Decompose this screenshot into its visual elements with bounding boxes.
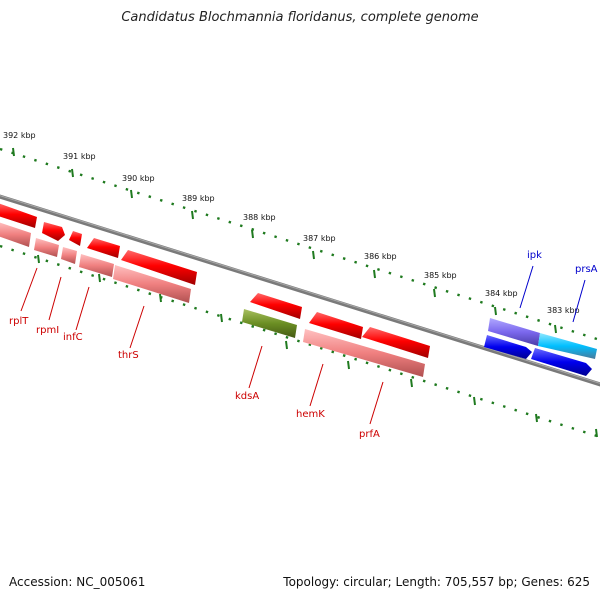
inner-major-tick-d bbox=[220, 313, 223, 323]
inner-major-tick-h bbox=[473, 396, 476, 406]
kbp-label-392: 392 kbp bbox=[3, 131, 36, 140]
gene-box-rplT-lower[interactable] bbox=[0, 222, 31, 247]
kbp-label-386: 386 kbp bbox=[364, 252, 397, 261]
major-tick-390 bbox=[130, 189, 133, 199]
gene-box-ipk[interactable] bbox=[488, 318, 540, 346]
leader-prsA bbox=[572, 279, 586, 323]
inner-major-tick-c bbox=[159, 293, 162, 303]
gene-arrow-prsA-lower[interactable] bbox=[531, 348, 592, 376]
kbp-label-391: 391 kbp bbox=[63, 152, 96, 161]
inner-major-tick-g bbox=[410, 378, 413, 388]
map-title: Candidatus Blochmannia floridanus, compl… bbox=[121, 10, 479, 25]
leader-kdsA bbox=[248, 345, 263, 389]
gene-arrow-hemK-upper[interactable] bbox=[309, 312, 363, 339]
kbp-label-390: 390 kbp bbox=[122, 174, 155, 183]
genome-summary-text: Topology: circular; Length: 705,557 bp; … bbox=[283, 575, 590, 589]
gene-label-prfA[interactable]: prfA bbox=[359, 429, 380, 440]
inner-major-tick-a bbox=[37, 254, 40, 264]
kbp-label-383: 383 kbp bbox=[547, 306, 580, 315]
major-ticks bbox=[12, 147, 598, 438]
gene-box-prsA[interactable] bbox=[538, 333, 597, 359]
kbp-label-384: 384 kbp bbox=[485, 289, 518, 298]
major-tick-391 bbox=[71, 168, 74, 178]
gene-box-infC-lower[interactable] bbox=[61, 247, 77, 264]
kbp-label-389: 389 kbp bbox=[182, 194, 215, 203]
gene-label-prsA[interactable]: prsA bbox=[575, 264, 598, 275]
gene-box-kdsA-lower[interactable] bbox=[242, 309, 297, 338]
major-tick-384 bbox=[494, 306, 497, 316]
kbp-label-387: 387 kbp bbox=[303, 234, 336, 243]
major-tick-392 bbox=[12, 147, 15, 157]
gene-arrow-infC-upper[interactable] bbox=[69, 231, 82, 246]
leader-rpmI bbox=[48, 276, 62, 321]
gene-box-hemK-lower[interactable] bbox=[303, 329, 425, 377]
kbp-label-388: 388 kbp bbox=[243, 213, 276, 222]
leader-ipk bbox=[519, 265, 534, 309]
inner-major-tick-b bbox=[98, 273, 101, 283]
gene-leader-lines bbox=[20, 265, 586, 425]
gene-arrow-upper-4[interactable] bbox=[87, 238, 120, 258]
gene-label-infC[interactable]: infC bbox=[63, 332, 83, 343]
kbp-label-385: 385 kbp bbox=[424, 271, 457, 280]
gene-label-rpmI[interactable]: rpmI bbox=[36, 325, 59, 336]
inner-major-tick-i bbox=[535, 413, 538, 423]
leader-thrS bbox=[129, 305, 145, 349]
gene-box-lower-4[interactable] bbox=[79, 254, 114, 277]
backbone-highlight bbox=[0, 195, 600, 384]
gene-label-ipk[interactable]: ipk bbox=[527, 250, 542, 261]
major-tick-383 bbox=[554, 324, 557, 334]
leader-prfA bbox=[369, 381, 384, 425]
gene-arrow-prfA-upper[interactable] bbox=[362, 327, 430, 358]
gene-arrow-ipk-lower[interactable] bbox=[484, 335, 532, 359]
inner-major-tick-f bbox=[347, 360, 350, 370]
accession-text: Accession: NC_005061 bbox=[9, 575, 146, 589]
gene-label-kdsA[interactable]: kdsA bbox=[235, 391, 259, 402]
gene-label-rplT[interactable]: rplT bbox=[9, 316, 29, 327]
gene-arrow-rpmI[interactable] bbox=[42, 222, 65, 241]
major-tick-386 bbox=[373, 269, 376, 279]
inner-major-tick-e bbox=[285, 340, 288, 350]
leader-rplT bbox=[20, 267, 38, 312]
gene-box-rpmI-lower[interactable] bbox=[34, 238, 59, 257]
gene-arrow-kdsA-upper[interactable] bbox=[250, 293, 302, 319]
leader-infC bbox=[75, 286, 90, 331]
gene-arrow-rplT[interactable] bbox=[0, 203, 37, 228]
gene-label-thrS[interactable]: thrS bbox=[118, 350, 139, 361]
major-tick-385 bbox=[433, 288, 436, 298]
major-tick-387 bbox=[312, 250, 315, 260]
gene-box-thrS-lower[interactable] bbox=[113, 265, 191, 303]
gene-label-hemK[interactable]: hemK bbox=[296, 409, 325, 420]
leader-hemK bbox=[309, 363, 324, 407]
inner-major-tick-j bbox=[595, 428, 598, 438]
backbone-line bbox=[0, 194, 600, 387]
gene-arrow-thrS-upper[interactable] bbox=[121, 250, 197, 285]
major-tick-388 bbox=[251, 229, 254, 239]
major-tick-389 bbox=[191, 210, 194, 220]
